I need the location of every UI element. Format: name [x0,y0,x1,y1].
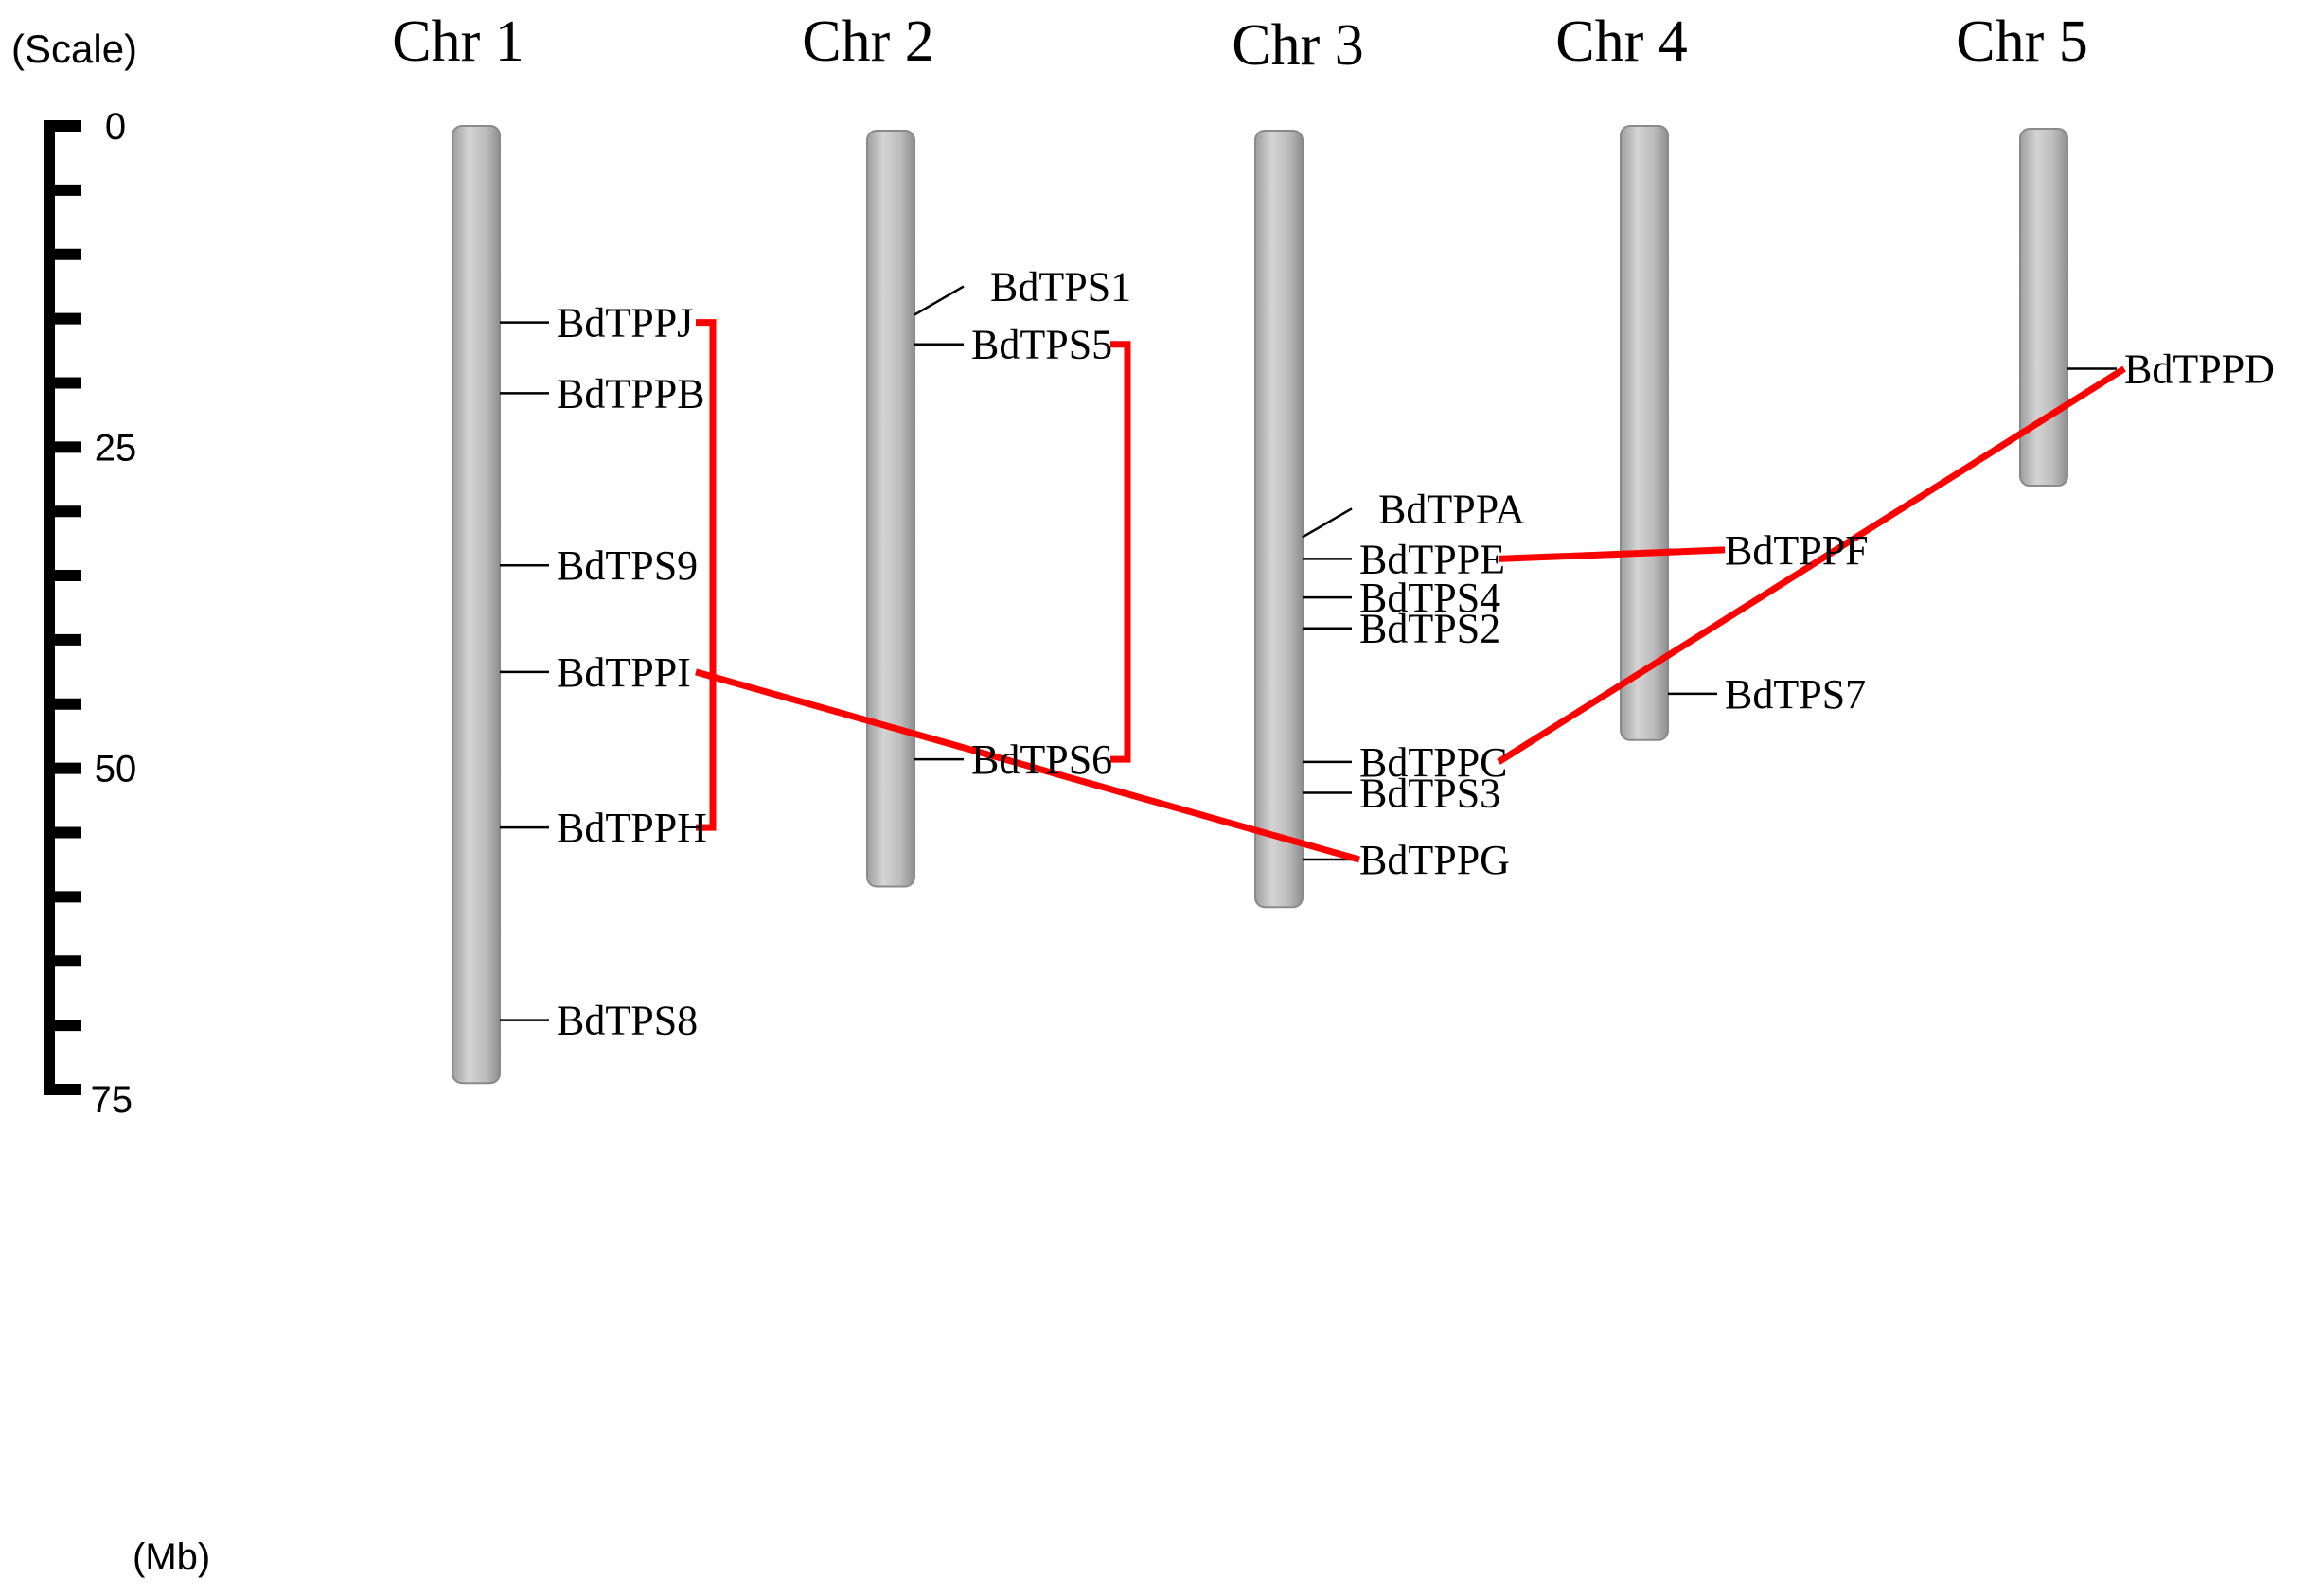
chromosome-bar-chr2 [866,130,915,888]
scale-bar: (Scale) 0 25 50 75 (Mb) [11,27,210,1578]
scale-unit-label: (Mb) [133,1536,210,1578]
gene-label-bdtps8: BdTPS8 [557,998,698,1044]
duplication-link-bdtppc-bdtppd [1497,365,2126,765]
scale-tick-label: 25 [95,427,137,469]
gene-label-bdtps6: BdTPS6 [971,736,1112,783]
gene-label-bdtppf: BdTPPF [1725,527,1869,574]
scale-tick-label: 0 [105,106,126,148]
chromosomes [452,125,2068,1085]
scale-tick-label: 75 [91,1079,133,1121]
chromosome-bar-chr4 [1620,125,1669,741]
duplication-link-bdtps5-bdtps6 [1110,341,1131,763]
gene-label-bdtppb: BdTPPB [557,370,705,417]
chromosome-bar-chr3 [1254,130,1304,909]
gene-labels: BdTPPJ BdTPPB BdTPS9 BdTPPI BdTPPH BdTPS8 BdTP… [557,264,2275,1044]
duplication-link-bdtppi-bdtppg [695,668,1360,863]
gene-label-bdtppg: BdTPPG [1359,837,1510,883]
chromosome-title-chr2: Chr 2 [802,9,934,74]
chromosome-title-chr5: Chr 5 [1956,9,2088,74]
duplication-links [695,319,2126,863]
gene-label-bdtps9: BdTPS9 [557,542,698,589]
scale-tick-label: 50 [95,749,137,790]
gene-label-bdtps4: BdTPS4 [1359,575,1500,621]
gene-markers [500,285,2117,1021]
gene-label-bdtpph: BdTPPH [557,805,707,851]
gene-label-bdtps5: BdTPS5 [971,322,1112,368]
gene-label-bdtppc: BdTPPC [1359,739,1508,786]
gene-label-bdtps7: BdTPS7 [1725,671,1866,718]
gene-label-bdtppa: BdTPPA [1378,486,1525,532]
scale-ticks: 0 25 50 75 [44,106,136,1121]
chromosome-bar-chr5 [2019,128,2068,488]
gene-label-bdtps3: BdTPS3 [1359,770,1500,816]
chromosome-title-chr1: Chr 1 [392,9,524,74]
gene-marker-bdtppa [1302,507,1353,539]
chromosome-title-chr3: Chr 3 [1232,13,1364,78]
chromosome-bar-chr1 [452,125,501,1085]
scale-caption: (Scale) [11,27,137,71]
gene-label-bdtppj: BdTPPJ [557,300,693,346]
duplication-link-bdtppj-bdtpph [696,319,717,831]
gene-label-bdtppe: BdTPPE [1359,536,1505,582]
gene-label-bdtps2: BdTPS2 [1359,606,1500,652]
gene-label-bdtps1: BdTPS1 [990,264,1131,310]
gene-label-bdtppd: BdTPPD [2124,346,2275,393]
gene-label-bdtppi: BdTPPI [557,649,691,696]
chromosome-titles: Chr 1 Chr 2 Chr 3 Chr 4 Chr 5 [392,9,2088,78]
duplication-link-bdtppe-bdtppf [1498,546,1726,562]
gene-marker-bdtps1 [914,285,965,316]
chromosome-title-chr4: Chr 4 [1555,9,1688,74]
